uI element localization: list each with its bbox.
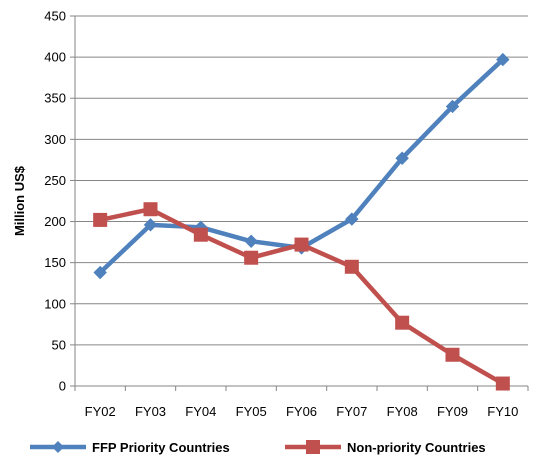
y-tick-label: 150 [44,255,66,270]
x-tick-label: FY10 [487,404,518,419]
y-tick-label: 100 [44,296,66,311]
y-axis-title: Million US$ [12,165,27,236]
x-tick-labels: FY02 FY03 FY04 FY05 FY06 FY07 FY08 FY09 FY10 [85,404,519,419]
x-tick-label: FY05 [236,404,267,419]
data-point [143,218,158,232]
x-tick-label: FY06 [286,404,317,419]
x-tick-label: FY07 [336,404,367,419]
legend-item: FFP Priority Countries [30,440,230,455]
y-tick-label: 250 [44,173,66,188]
data-point [496,52,510,67]
data-point [495,376,510,391]
data-point [345,212,359,226]
y-tick-label: 300 [44,132,66,147]
data-point [93,212,108,227]
data-point [395,315,410,330]
series-lines [93,52,510,391]
y-tick-label: 0 [59,379,66,394]
data-point [344,259,359,274]
gridlines [75,15,528,387]
axes [70,15,529,391]
legend-marker [306,440,320,454]
data-point [244,234,258,248]
data-point [244,250,259,265]
y-tick-label: 400 [44,50,66,65]
data-point [143,202,158,217]
legend-marker [52,441,64,453]
data-point [193,227,208,242]
series-line [97,206,506,386]
x-tick-label: FY09 [437,404,468,419]
y-tick-label: 200 [44,214,66,229]
legend-label: FFP Priority Countries [92,440,230,455]
y-tick-label: 50 [52,337,66,352]
x-tick-label: FY04 [185,404,216,419]
legend-item: Non-priority Countries [285,440,486,455]
x-tick-label: FY08 [387,404,418,419]
y-tick-labels: 0 50 100 150 200 250 300 350 400 450 [44,9,66,394]
y-tick-label: 350 [44,91,66,106]
data-point [93,265,107,280]
data-point [445,347,460,362]
y-tick-label: 450 [44,9,66,24]
x-tick-label: FY02 [85,404,116,419]
legend-label: Non-priority Countries [347,440,486,455]
series-1 [93,202,510,391]
x-tick-label: FY03 [135,404,166,419]
data-point [395,151,409,165]
data-point [445,99,460,114]
data-point [294,237,309,252]
legend: FFP Priority Countries Non-priority Count… [30,440,486,455]
